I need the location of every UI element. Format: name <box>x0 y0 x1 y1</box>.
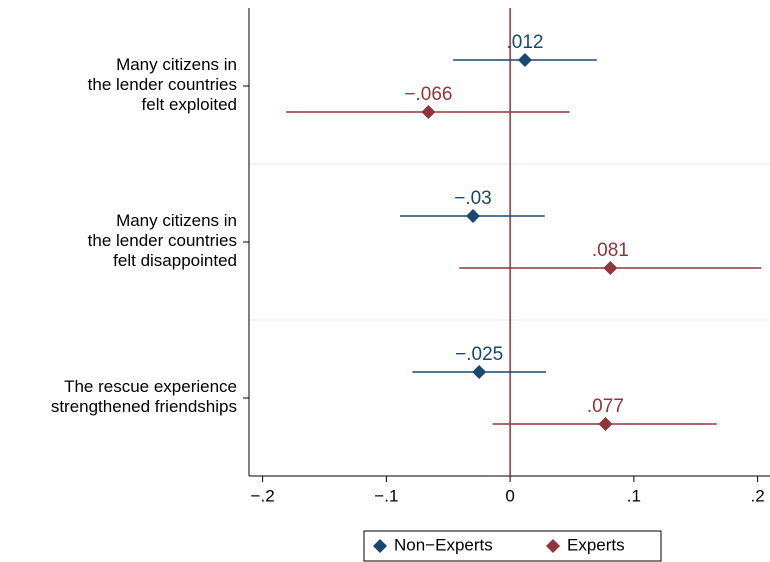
y-tick-line: Many citizens in <box>116 55 237 74</box>
point <box>598 417 613 431</box>
point <box>603 261 618 275</box>
value-label: .012 <box>506 32 543 53</box>
value-label: −.066 <box>404 84 452 105</box>
y-tick-label: Many citizens in the lender countries felt… <box>88 55 237 114</box>
y-tick-line: the lender countries <box>88 75 237 94</box>
y-tick-line: Many citizens in <box>116 211 237 230</box>
x-tick-label: .2 <box>751 486 765 505</box>
point <box>421 105 436 119</box>
legend-marker <box>373 539 387 553</box>
y-tick-line: the lender countries <box>88 231 237 250</box>
value-label: .081 <box>592 240 629 261</box>
value-label: .077 <box>587 396 624 417</box>
x-tick-label: .1 <box>627 486 641 505</box>
x-tick-label: −.1 <box>374 486 398 505</box>
x-tick-label: −.2 <box>251 486 275 505</box>
point <box>465 209 480 223</box>
point <box>517 53 532 67</box>
point <box>472 365 487 379</box>
value-label: −.025 <box>455 344 503 365</box>
y-tick-line: The rescue experience <box>64 377 237 396</box>
legend-box <box>363 530 662 562</box>
y-tick-label: The rescue experience strengthened friend… <box>51 377 237 416</box>
y-tick-line: felt exploited <box>142 95 237 114</box>
y-tick-line: felt disappointed <box>113 251 237 270</box>
y-tick-label: Many citizens in the lender countries felt… <box>88 211 237 270</box>
y-tick-line: strengthened friendships <box>51 397 237 416</box>
legend-marker <box>546 539 560 553</box>
x-tick-label: 0 <box>505 486 514 505</box>
legend-label: Non−Experts <box>394 535 493 554</box>
legend-label: Experts <box>567 535 625 554</box>
value-label: −.03 <box>454 188 492 209</box>
